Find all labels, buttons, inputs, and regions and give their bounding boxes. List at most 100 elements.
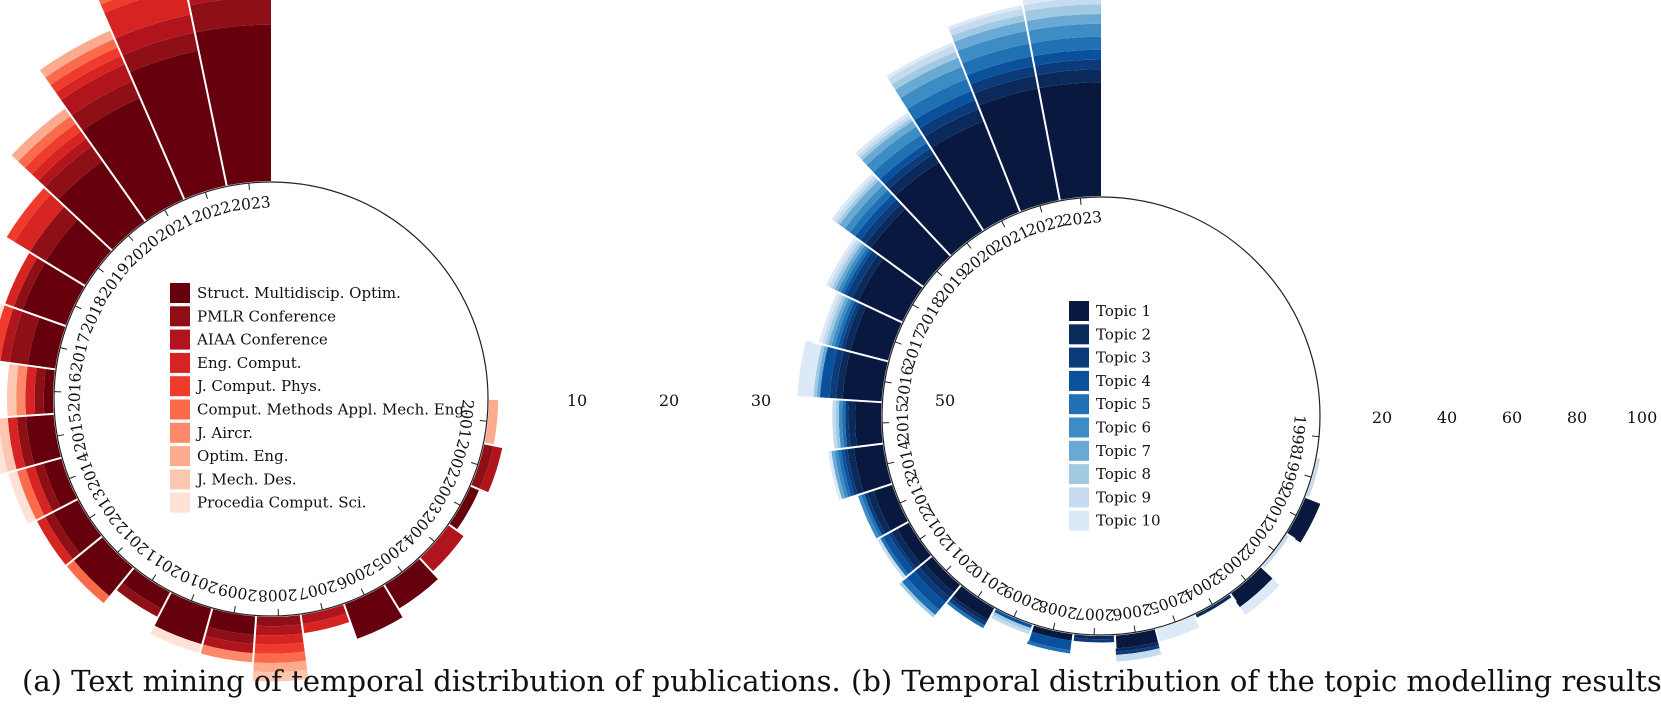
year-label-2017: 2017 [67, 331, 94, 374]
bar-segment-2017-2 [9, 310, 40, 366]
bar-segment-2012-1 [896, 521, 932, 565]
bar-2003 [1230, 566, 1281, 616]
year-label-2016: 2016 [893, 364, 917, 406]
bar-segment-2016-2 [836, 349, 851, 400]
year-label-2001: 2001 [455, 399, 477, 440]
year-tick [397, 566, 403, 573]
bar-segment-2003-1 [449, 485, 480, 531]
bar-2015 [0, 413, 62, 475]
legend-label-1: Topic 1 [1096, 302, 1151, 320]
year-label-2008: 2008 [258, 585, 298, 604]
bar-separator [0, 412, 54, 419]
bar-segment-2020-10 [854, 112, 910, 157]
bar-segment-2017-1 [850, 305, 902, 362]
bar-2021 [39, 30, 185, 221]
year-tick [151, 574, 157, 581]
bar-segment-2021-5 [49, 47, 122, 94]
legend-label-10: Topic 10 [1096, 512, 1161, 530]
legend: Topic 1 Topic 2 Topic 3 Topic 4 Topic 5 Topic… [1069, 301, 1161, 531]
year-tick [1039, 205, 1043, 213]
bar-segment-2018-9 [828, 238, 860, 290]
bar-segment-2022-10 [947, 5, 1024, 31]
year-label-2007: 2007 [1075, 604, 1115, 623]
bar-segment-2021-8 [890, 51, 959, 91]
legend-swatch-3 [170, 329, 190, 350]
bar-segment-2023-6 [1027, 23, 1101, 44]
year-tick [128, 235, 134, 242]
bar-segment-2016-1 [842, 351, 888, 403]
year-tick [1240, 574, 1247, 581]
bar-segment-2009-8 [991, 611, 1033, 632]
bar-segment-2013-1 [873, 483, 909, 532]
bar-segment-2021-6 [44, 38, 119, 86]
year-label-2022: 2022 [1024, 212, 1067, 240]
legend-label-7: J. Aircr. [195, 424, 253, 442]
bar-2008 [251, 614, 310, 682]
bar-2017 [818, 291, 902, 362]
bar-separator [250, 616, 258, 681]
bar-separator [812, 340, 889, 363]
legend-label-6: Topic 6 [1096, 419, 1151, 437]
bar-segment-2021-3 [60, 64, 133, 116]
bar-segment-2017-6 [831, 297, 852, 348]
radial-tick-100: 100 [1627, 408, 1658, 427]
bar-segment-2013-2 [867, 490, 892, 535]
bar-segment-2010-5 [946, 600, 986, 629]
year-tick [1312, 435, 1320, 438]
year-tick [97, 267, 104, 273]
bar-separator [1027, 624, 1034, 641]
year-label-2006: 2006 [1111, 600, 1153, 624]
bar-segment-2020-2 [44, 145, 103, 200]
bar-segment-2021-2 [923, 108, 985, 148]
bar-segment-2017-7 [828, 296, 850, 347]
bar-segment-2008-4 [1027, 631, 1073, 651]
bar-segment-2020-4 [30, 130, 87, 182]
bar-segment-2008-5 [253, 642, 306, 654]
legend-swatch-6 [170, 399, 190, 420]
bar-segment-2011-2 [918, 562, 955, 599]
bar-segment-2021-5 [906, 78, 973, 121]
year-tick [936, 270, 943, 277]
legend-swatch-4 [170, 352, 190, 373]
legend-swatch-7 [1069, 440, 1089, 461]
bar-segment-2020-2 [888, 153, 940, 197]
bar-segment-2021-1 [930, 120, 1021, 231]
bar-segment-2006-2 [1115, 641, 1160, 652]
bar-separator [819, 282, 903, 324]
bar-segment-2018-3 [846, 250, 879, 299]
bar-segment-2008-3 [254, 624, 304, 636]
bar-segment-2022-9 [948, 8, 1025, 37]
bar-segment-2005-10 [1155, 615, 1201, 642]
bar-2007 [1072, 634, 1116, 643]
year-tick [1052, 622, 1056, 630]
bar-segment-2009-3 [202, 635, 255, 654]
bar-segment-2021-3 [918, 99, 980, 137]
bar-segment-2023-10 [1021, 0, 1059, 6]
bar-separator [898, 555, 933, 584]
bar-2006 [1114, 629, 1163, 662]
bar-2001 [1286, 496, 1321, 543]
bar-segment-2002-3 [479, 445, 503, 494]
radial-tick-40: 40 [1437, 408, 1457, 427]
bar-segment-2023-8 [1023, 4, 1101, 22]
year-tick [887, 461, 895, 465]
bar-segment-2015-10 [0, 433, 8, 475]
bar-segment-2023-2 [189, 0, 271, 33]
bar-2002 [1261, 533, 1290, 569]
legend-label-4: Topic 4 [1096, 372, 1151, 390]
year-tick [1013, 610, 1018, 618]
bar-segment-2011-8 [898, 581, 936, 619]
year-label-2009: 2009 [217, 580, 259, 604]
bar-segment-2020-1 [57, 160, 146, 251]
bar-segment-2018-7 [834, 242, 866, 292]
bar-segment-2019-8 [836, 177, 880, 226]
radial-tick-10: 10 [567, 391, 587, 410]
legend-swatch-2 [170, 306, 190, 327]
year-tick [1268, 545, 1275, 551]
bar-separator [1154, 628, 1165, 661]
inner-ring [881, 196, 1321, 636]
bar-2018 [825, 237, 924, 323]
bar-segment-2023-1 [194, 24, 271, 186]
bar-segment-2020-6 [865, 125, 923, 173]
bar-separator [419, 557, 452, 593]
